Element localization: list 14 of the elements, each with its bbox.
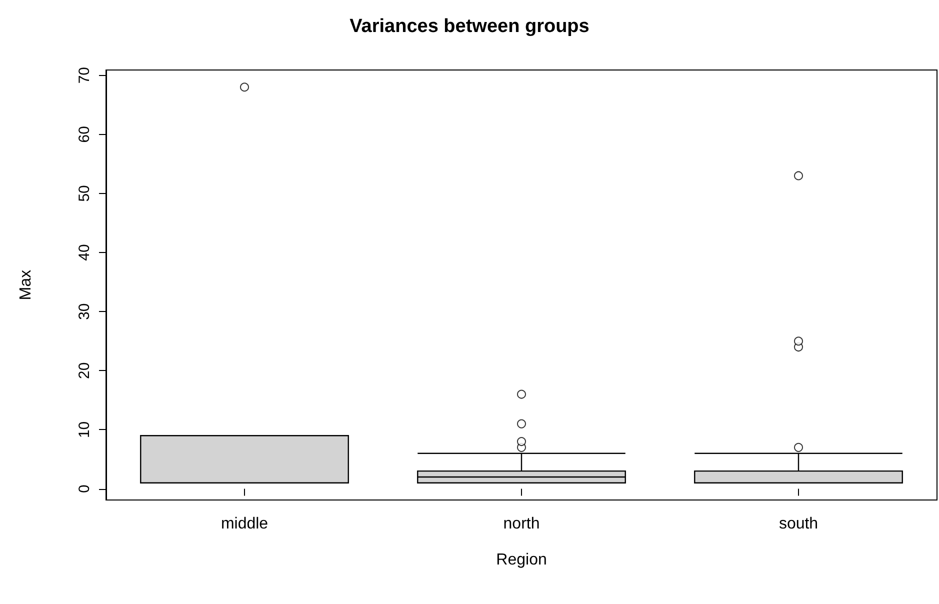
y-tick-label: 20 <box>76 362 93 379</box>
y-tick-label: 0 <box>76 484 93 493</box>
chart-title: Variances between groups <box>350 16 590 37</box>
x-tick-label: north <box>503 516 540 532</box>
y-tick-label: 40 <box>76 244 93 261</box>
y-tick-label: 60 <box>76 126 93 143</box>
y-tick-label: 70 <box>76 66 93 84</box>
x-tick-label: south <box>778 516 818 532</box>
y-tick-label: 50 <box>76 185 93 202</box>
x-tick-label: middle <box>220 516 268 532</box>
y-tick-label: 30 <box>76 303 93 320</box>
y-axis-title: Max <box>18 270 34 300</box>
x-axis-title: Region <box>496 552 547 568</box>
y-tick-label: 10 <box>76 421 93 438</box>
